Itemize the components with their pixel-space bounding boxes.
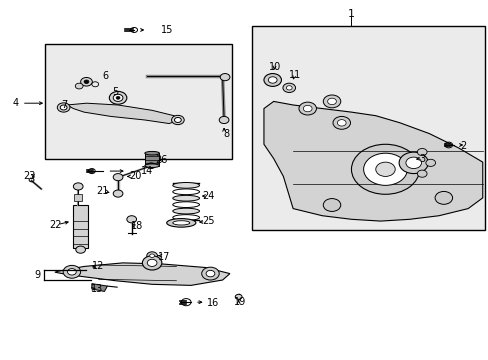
Text: 10: 10: [268, 63, 280, 72]
Circle shape: [76, 246, 85, 253]
Text: 3: 3: [418, 154, 424, 163]
Text: 4: 4: [13, 98, 19, 108]
Text: 19: 19: [233, 297, 245, 307]
Ellipse shape: [144, 152, 159, 155]
Text: 26: 26: [155, 156, 168, 165]
Text: 24: 24: [202, 191, 214, 201]
Polygon shape: [55, 263, 229, 285]
Circle shape: [434, 192, 452, 204]
Text: 15: 15: [160, 25, 173, 35]
Polygon shape: [92, 284, 107, 292]
Circle shape: [405, 157, 421, 168]
Circle shape: [323, 199, 340, 211]
Text: 21: 21: [96, 186, 108, 196]
Circle shape: [327, 98, 336, 105]
Text: 7: 7: [61, 100, 67, 110]
Circle shape: [73, 183, 83, 190]
Polygon shape: [264, 102, 482, 221]
Circle shape: [113, 174, 122, 181]
Circle shape: [425, 159, 435, 166]
Circle shape: [201, 267, 219, 280]
Text: 9: 9: [35, 270, 41, 280]
Text: 8: 8: [223, 129, 228, 139]
Circle shape: [337, 120, 346, 126]
Circle shape: [147, 163, 155, 168]
Circle shape: [363, 153, 407, 185]
Circle shape: [146, 252, 157, 260]
Circle shape: [268, 77, 277, 83]
Circle shape: [298, 102, 316, 115]
Circle shape: [219, 116, 228, 123]
Text: 18: 18: [131, 221, 143, 231]
Bar: [74, 194, 82, 202]
Circle shape: [398, 152, 427, 174]
Polygon shape: [67, 103, 181, 123]
Text: 14: 14: [141, 166, 153, 176]
Circle shape: [264, 73, 281, 86]
Circle shape: [67, 269, 76, 275]
Text: 22: 22: [49, 220, 62, 230]
Text: 13: 13: [90, 284, 102, 294]
Circle shape: [60, 105, 67, 110]
Bar: [144, 153, 159, 166]
Circle shape: [149, 254, 154, 257]
Ellipse shape: [144, 164, 159, 167]
Ellipse shape: [166, 219, 196, 227]
Ellipse shape: [172, 195, 199, 201]
Circle shape: [351, 144, 419, 194]
Circle shape: [147, 259, 157, 266]
Ellipse shape: [172, 189, 199, 195]
Circle shape: [323, 95, 340, 108]
Bar: [45, 44, 232, 158]
Circle shape: [142, 256, 162, 270]
Circle shape: [113, 94, 122, 102]
Ellipse shape: [172, 208, 199, 214]
Ellipse shape: [172, 202, 199, 207]
Text: 12: 12: [92, 261, 104, 271]
Circle shape: [84, 80, 89, 84]
Ellipse shape: [172, 215, 199, 220]
Circle shape: [283, 83, 295, 93]
Text: 11: 11: [288, 70, 300, 80]
Bar: [251, 26, 484, 230]
Text: 5: 5: [112, 87, 119, 98]
Text: 2: 2: [459, 141, 466, 151]
Circle shape: [220, 73, 229, 81]
Circle shape: [174, 117, 181, 122]
Polygon shape: [73, 205, 88, 248]
Ellipse shape: [172, 183, 199, 188]
Circle shape: [286, 86, 291, 90]
Ellipse shape: [172, 221, 189, 225]
Circle shape: [113, 190, 122, 197]
Circle shape: [81, 77, 92, 86]
Circle shape: [303, 105, 311, 112]
Circle shape: [75, 83, 83, 89]
Circle shape: [171, 115, 184, 125]
Circle shape: [235, 294, 242, 299]
Circle shape: [126, 216, 136, 223]
Text: 20: 20: [129, 171, 141, 181]
Circle shape: [416, 170, 426, 177]
Text: 23: 23: [23, 171, 36, 181]
Text: 1: 1: [347, 9, 354, 19]
Circle shape: [205, 270, 214, 277]
Circle shape: [57, 103, 70, 112]
Circle shape: [116, 96, 120, 99]
Text: 25: 25: [202, 216, 214, 226]
Text: 16: 16: [206, 298, 219, 308]
Text: 17: 17: [158, 252, 170, 262]
Circle shape: [109, 91, 126, 104]
Circle shape: [63, 265, 81, 278]
Circle shape: [375, 162, 394, 176]
Circle shape: [416, 148, 426, 156]
Text: 6: 6: [102, 71, 109, 81]
Circle shape: [332, 116, 350, 129]
